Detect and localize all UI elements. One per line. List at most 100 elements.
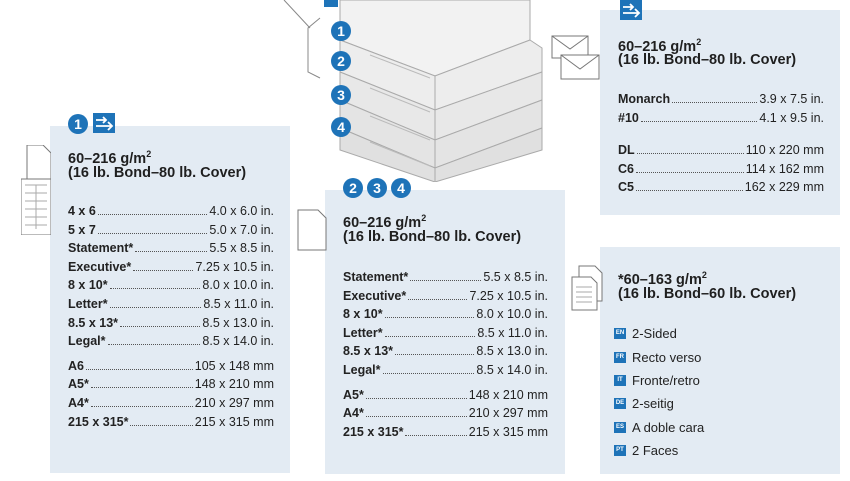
trays234-weight: 60–216 g/m2 <box>343 209 426 232</box>
trays234-size-name: Legal* <box>343 362 381 377</box>
tray1-row: Executive* 7.25 x 10.5 in. <box>68 260 274 279</box>
tray1-size-table: 4 x 6 4.0 x 6.0 in. 5 x 7 5.0 x 7.0 in. Stat… <box>68 204 274 433</box>
duplex-panel <box>600 247 840 474</box>
tray1-row: 4 x 6 4.0 x 6.0 in. <box>68 204 274 223</box>
tray1-size-name: A6 <box>68 358 84 373</box>
dot-leader <box>90 387 193 389</box>
language-code-badge: IT <box>614 374 626 386</box>
envelope-size-table: Monarch 3.9 x 7.5 in. #10 4.1 x 9.5 in. DL 1… <box>618 92 824 199</box>
trays234-size-name: A4* <box>343 406 364 421</box>
trays234-row: A4* 210 x 297 mm <box>343 406 548 425</box>
duplex-language-list: EN 2-Sided FR Recto verso IT Fronte/retro DE 2-… <box>614 322 704 462</box>
dot-leader <box>635 190 743 192</box>
tray1-weight-note: (16 lb. Bond–80 lb. Cover) <box>68 165 247 181</box>
envelope-row: C6 114 x 162 mm <box>618 162 824 181</box>
trays234-row: Executive* 7.25 x 10.5 in. <box>343 289 548 308</box>
dot-leader <box>107 344 201 346</box>
dot-leader <box>384 317 475 319</box>
tray1-badge: 1 <box>68 114 88 134</box>
duplex-language-item: PT 2 Faces <box>614 439 704 462</box>
trays234-size-name: 8 x 10* <box>343 307 383 322</box>
trays234-weight-value: 60–216 g/m <box>343 214 422 231</box>
duplex-language-item: DE 2-seitig <box>614 392 704 415</box>
tray1-size-value: 5.0 x 7.0 in. <box>209 222 274 237</box>
dot-leader <box>109 288 201 290</box>
duplex-language-label: A doble cara <box>632 419 705 435</box>
envelope-row: C5 162 x 229 mm <box>618 180 824 199</box>
envelope-size-value: 3.9 x 7.5 in. <box>759 92 824 106</box>
tray1-size-name: 4 x 6 <box>68 204 96 218</box>
envelope-size-value: 162 x 229 mm <box>744 180 824 195</box>
duplex-language-label: Fronte/retro <box>632 372 700 388</box>
trays234-badge-3: 3 <box>367 178 387 198</box>
envelope-row: DL 110 x 220 mm <box>618 143 824 162</box>
dot-leader <box>97 232 208 234</box>
tray1-size-value: 7.25 x 10.5 in. <box>195 259 274 274</box>
tray1-size-name: 215 x 315* <box>68 414 129 429</box>
trays234-weight-sup: 2 <box>421 213 427 223</box>
trays234-size-name: A5* <box>343 387 364 402</box>
tray1-size-name: Letter* <box>68 296 108 311</box>
tray1-size-value: 215 x 315 mm <box>194 414 274 429</box>
duplex-sheet-icon <box>571 265 603 311</box>
duplex-weight-value: *60–163 g/m <box>618 271 702 288</box>
trays234-row: Statement* 5.5 x 8.5 in. <box>343 270 548 289</box>
envelope-weight-sup: 2 <box>696 37 702 47</box>
tray1-row: Statement* 5.5 x 8.5 in. <box>68 241 274 260</box>
duplex-language-item: FR Recto verso <box>614 345 704 368</box>
duplex-weight-sup: 2 <box>701 270 707 280</box>
trays234-size-name: 8.5 x 13* <box>343 344 394 359</box>
trays234-size-value: 148 x 210 mm <box>468 387 548 402</box>
tray1-size-value: 105 x 148 mm <box>194 358 274 373</box>
dot-leader <box>133 269 194 271</box>
dot-leader <box>382 372 475 374</box>
duplex-language-label: 2-Sided <box>632 326 677 342</box>
dot-leader <box>384 335 476 337</box>
envelope-weight-note: (16 lb. Bond–80 lb. Cover) <box>618 52 797 68</box>
trays234-size-value: 8.5 x 13.0 in. <box>476 344 548 359</box>
duplex-weight: *60–163 g/m2 <box>618 266 707 289</box>
dot-leader <box>97 214 208 215</box>
tray1-size-name: 8 x 10* <box>68 278 108 293</box>
tray1-size-value: 148 x 210 mm <box>194 377 274 392</box>
trays234-weight-note: (16 lb. Bond–80 lb. Cover) <box>343 229 522 245</box>
dot-leader <box>90 405 193 407</box>
trays234-row: A5* 148 x 210 mm <box>343 388 548 407</box>
trays234-row: 215 x 315* 215 x 315 mm <box>343 425 548 444</box>
trays234-size-name: 215 x 315* <box>343 424 404 439</box>
tray1-row: 8 x 10* 8.0 x 10.0 in. <box>68 278 274 297</box>
tray1-size-value: 210 x 297 mm <box>194 395 274 410</box>
duplex-language-label: 2 Faces <box>632 443 679 459</box>
duplex-language-item: EN 2-Sided <box>614 322 704 345</box>
tray1-weight-sup: 2 <box>146 149 152 159</box>
trays234-row: 8.5 x 13* 8.5 x 13.0 in. <box>343 344 548 363</box>
trays234-row: Legal* 8.5 x 14.0 in. <box>343 363 548 382</box>
dot-leader <box>408 298 468 300</box>
trays234-badge-4: 4 <box>391 178 411 198</box>
envelope-icon <box>551 35 600 80</box>
envelope-row: #10 4.1 x 9.5 in. <box>618 111 824 130</box>
tray1-size-value: 8.5 x 14.0 in. <box>202 334 274 349</box>
dot-leader <box>130 424 193 426</box>
dot-leader <box>410 280 482 281</box>
tray1-row: Legal* 8.5 x 14.0 in. <box>68 334 274 353</box>
paper-sheet-icon <box>21 145 51 235</box>
printer-tray-badge-1: 1 <box>331 21 351 41</box>
dot-leader <box>636 153 744 155</box>
tray1-size-name: 8.5 x 13* <box>68 315 119 330</box>
dot-leader <box>109 306 202 308</box>
dot-leader <box>640 120 758 122</box>
envelope-size-name: Monarch <box>618 92 671 106</box>
duplex-language-label: 2-seitig <box>632 396 674 412</box>
envelope-size-name: C5 <box>618 180 634 195</box>
tray1-size-value: 8.0 x 10.0 in. <box>202 278 274 293</box>
printer-tray-badge-3: 3 <box>331 85 351 105</box>
tray1-weight-value: 60–216 g/m <box>68 150 147 167</box>
envelope-row: Monarch 3.9 x 7.5 in. <box>618 92 824 111</box>
tray1-row: A6 105 x 148 mm <box>68 359 274 378</box>
duplex-language-label: Recto verso <box>632 349 702 365</box>
envelope-size-name: C6 <box>618 161 634 176</box>
language-code-badge: ES <box>614 421 626 433</box>
tray1-row: 215 x 315* 215 x 315 mm <box>68 415 274 434</box>
duplex-language-item: ES A doble cara <box>614 416 704 439</box>
